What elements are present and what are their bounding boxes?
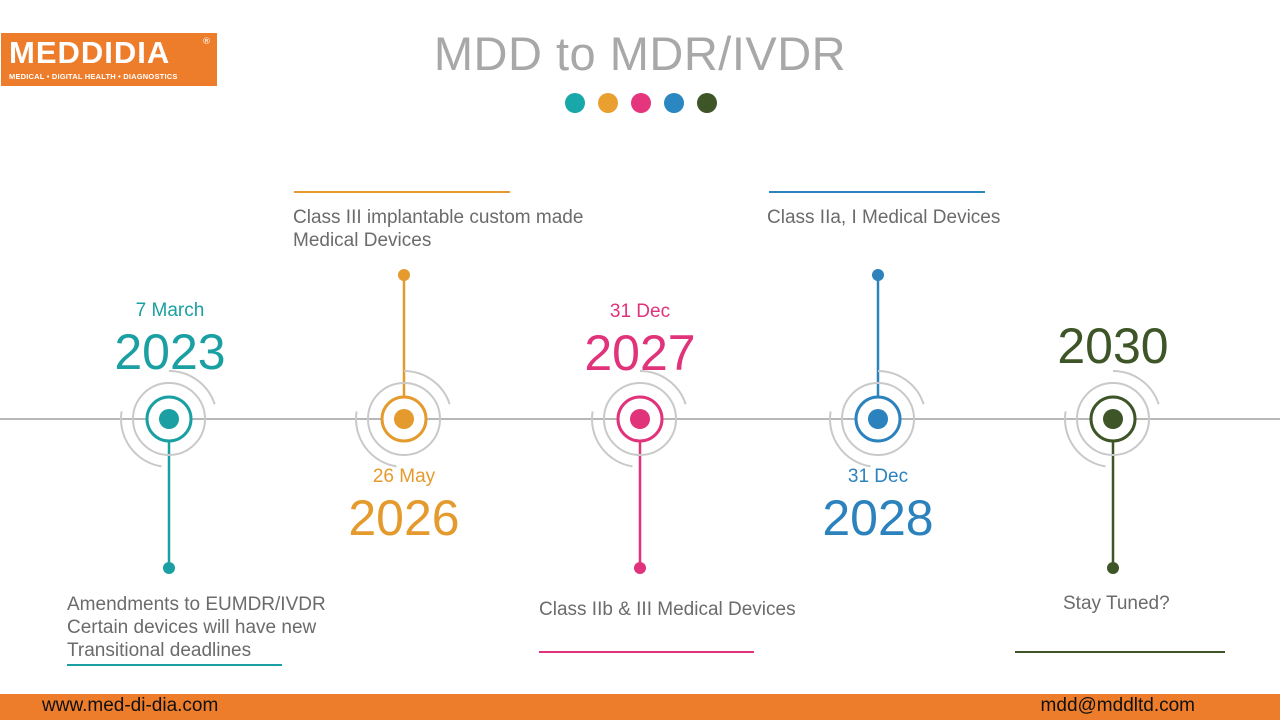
website-link[interactable]: www.med-di-dia.com (42, 695, 219, 716)
milestone-5-year: 2030 (1057, 318, 1169, 374)
node-outer-ring (1076, 382, 1150, 456)
milestone-2-date: 26 May (372, 466, 436, 487)
page-title: MDD to MDR/IVDR (433, 27, 847, 80)
node-center-dot (1103, 409, 1123, 429)
logo-name: MEDDIDIA (9, 35, 171, 70)
milestone-4-description-line: Class IIa, I Medical Devices (767, 207, 1001, 228)
node-arc (1112, 370, 1160, 405)
node-arc (1064, 411, 1106, 468)
node-arc (877, 370, 925, 405)
connector-end-dot (398, 269, 410, 281)
logo-tagline: MEDICAL • DIGITAL HEALTH • DIAGNOSTICS (9, 72, 178, 81)
footer-bar: www.med-di-dia.com mdd@mddltd.com (0, 694, 1280, 720)
connector-end-dot (163, 562, 175, 574)
connector-end-dot (634, 562, 646, 574)
milestone-2-description-line: Class III implantable custom made (293, 207, 584, 228)
brand-logo: MEDDIDIA ® MEDICAL • DIGITAL HEALTH • DI… (1, 33, 217, 86)
milestone-3-description-line: Class IIb & III Medical Devices (539, 599, 796, 620)
node-outer-ring (841, 382, 915, 456)
accent-dot (565, 93, 585, 113)
email-link[interactable]: mdd@mddltd.com (1040, 695, 1195, 716)
node-center-dot (159, 409, 179, 429)
accent-dot (631, 93, 651, 113)
milestone-5-description: Stay Tuned? (1063, 593, 1170, 616)
node-arc (403, 370, 451, 405)
connector-end-dot (872, 269, 884, 281)
milestone-4-description: Class IIa, I Medical Devices (767, 207, 1000, 230)
node-arc (591, 411, 633, 468)
connector-end-dot (1107, 562, 1119, 574)
milestone-4-date: 31 Dec (847, 466, 909, 487)
milestone-3-description: Class IIb & III Medical Devices (539, 599, 796, 622)
milestone-5-description-line: Stay Tuned? (1063, 593, 1170, 614)
logo-registered-mark: ® (202, 37, 211, 47)
milestone-1-year: 2023 (114, 324, 226, 380)
node-center-dot (394, 409, 414, 429)
node-center-dot (630, 409, 650, 429)
node-outer-ring (603, 382, 677, 456)
node-arc (639, 370, 687, 405)
accent-dots (565, 93, 717, 113)
accent-dot (664, 93, 684, 113)
milestone-1-description-line: Transitional deadlines (67, 639, 252, 661)
node-arc (829, 411, 871, 468)
accent-dot (697, 93, 717, 113)
milestone-4-year: 2028 (822, 490, 934, 546)
node-arc (355, 411, 397, 468)
node-arc (120, 411, 162, 468)
milestone-1-description: Amendments to EUMDR/IVDR Certain devices… (67, 594, 326, 662)
milestone-3-year: 2027 (584, 325, 696, 381)
node-arc (168, 370, 216, 405)
node-outer-ring (367, 382, 441, 456)
milestone-1-date: 7 March (135, 300, 205, 321)
milestone-2-description: Class III implantable custom made Medica… (293, 207, 583, 253)
node-outer-ring (132, 382, 206, 456)
node-center-dot (868, 409, 888, 429)
milestone-2-description-line: Medical Devices (293, 229, 432, 251)
milestone-3-date: 31 Dec (609, 301, 671, 322)
milestone-1-description-line: Amendments to EUMDR/IVDR (67, 594, 326, 615)
milestone-1-description-line: Certain devices will have new (67, 616, 317, 638)
milestone-2-year: 2026 (348, 490, 460, 546)
accent-dot (598, 93, 618, 113)
